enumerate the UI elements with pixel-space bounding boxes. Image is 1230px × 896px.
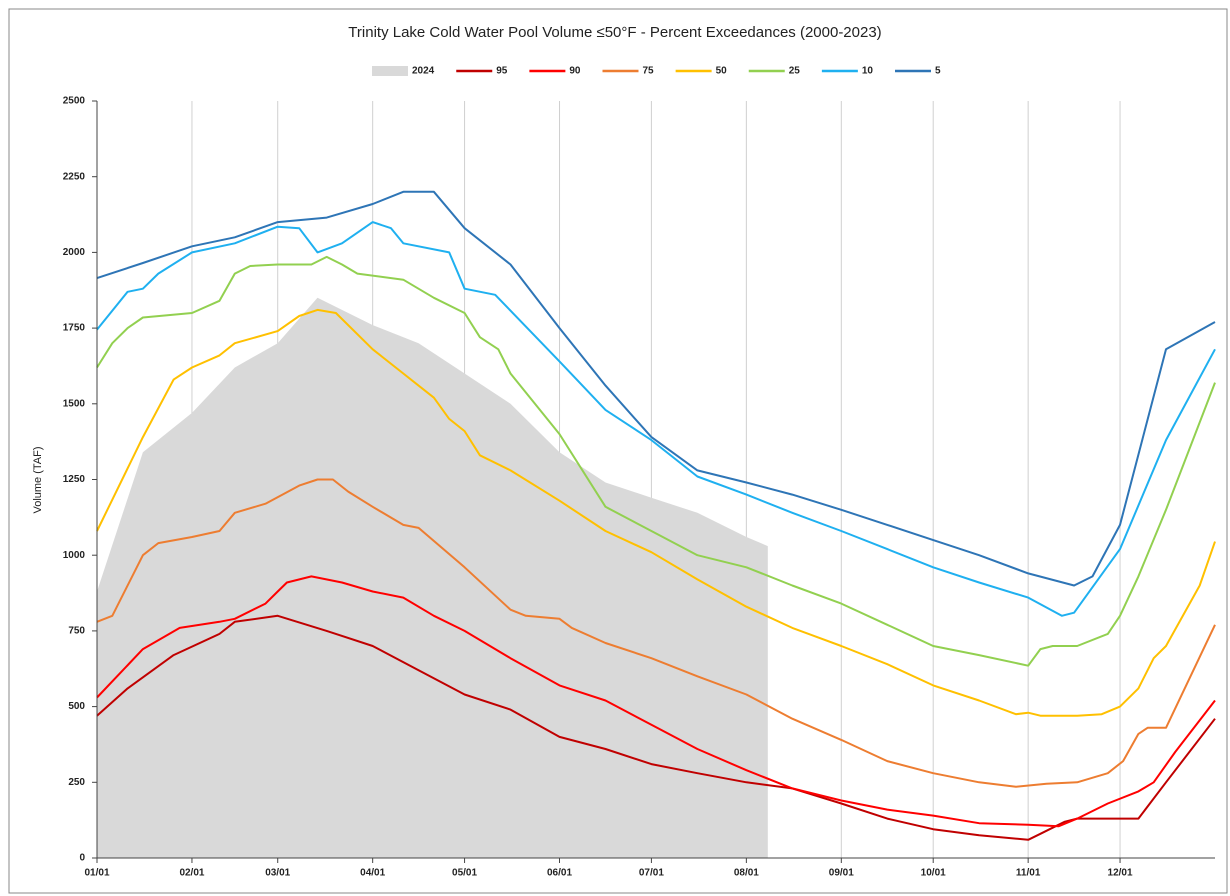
- legend-label: 50: [716, 66, 728, 77]
- legend-swatch: [372, 66, 408, 76]
- x-tick-label: 02/01: [179, 868, 204, 879]
- x-tick-label: 10/01: [921, 868, 946, 879]
- legend-label: 90: [569, 66, 581, 77]
- y-axis-label: Volume (TAF): [32, 446, 44, 513]
- line: [96, 221, 1216, 617]
- y-tick-label: 0: [79, 853, 85, 864]
- line: [96, 478, 1216, 788]
- x-tick-label: 04/01: [360, 868, 385, 879]
- line: [96, 190, 1216, 587]
- y-tick-label: 250: [68, 777, 85, 788]
- y-tick-label: 1750: [63, 323, 86, 334]
- y-tick-label: 500: [68, 701, 85, 712]
- x-tick-label: 11/01: [1016, 868, 1041, 879]
- line: [96, 308, 1216, 717]
- line: [96, 575, 1216, 828]
- legend-label: 95: [496, 66, 508, 77]
- area: [97, 297, 768, 858]
- x-tick-label: 08/01: [734, 868, 759, 879]
- y-tick-label: 1000: [63, 550, 86, 561]
- x-tick-label: 05/01: [452, 868, 477, 879]
- y-tick-label: 2500: [63, 96, 86, 107]
- line: [96, 255, 1216, 667]
- x-tick-label: 07/01: [639, 868, 664, 879]
- axes: 01/01 02/01 03/01 04/01 05/01 06/01 07/01 08/01…: [63, 96, 1215, 879]
- legend-label: 5: [935, 66, 941, 77]
- x-tick-label: 09/01: [829, 868, 854, 879]
- y-tick-label: 2250: [63, 171, 86, 182]
- y-tick-label: 1500: [63, 398, 86, 409]
- legend: 2024 95 90 75 50 25 10 5: [372, 66, 941, 77]
- legend-label: 75: [643, 66, 655, 77]
- x-tick-label: 06/01: [547, 868, 572, 879]
- x-tick-label: 03/01: [265, 868, 290, 879]
- x-tick-label: 12/01: [1108, 868, 1133, 879]
- y-tick-label: 750: [68, 626, 85, 637]
- plot: [96, 190, 1216, 858]
- x-tick-label: 01/01: [84, 868, 109, 879]
- legend-label: 25: [789, 66, 801, 77]
- legend-label: 10: [862, 66, 874, 77]
- y-tick-label: 2000: [63, 247, 86, 258]
- y-tick-label: 1250: [63, 474, 86, 485]
- chart-title: Trinity Lake Cold Water Pool Volume ≤50°…: [348, 24, 881, 41]
- legend-label: 2024: [412, 66, 435, 77]
